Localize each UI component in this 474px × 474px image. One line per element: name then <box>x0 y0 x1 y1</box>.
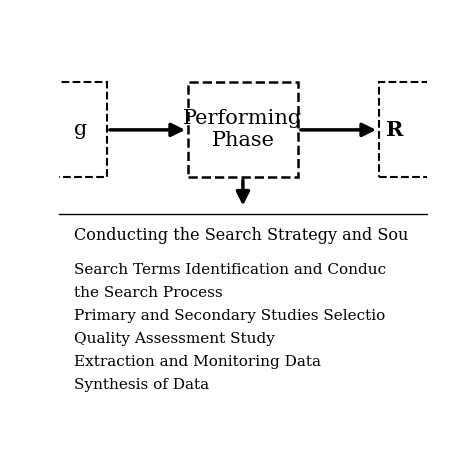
FancyBboxPatch shape <box>41 82 107 177</box>
FancyBboxPatch shape <box>379 82 445 177</box>
Text: Quality Assessment Study: Quality Assessment Study <box>74 332 275 346</box>
Text: Primary and Secondary Studies Selectio: Primary and Secondary Studies Selectio <box>74 309 385 323</box>
Text: Conducting the Search Strategy and Sou: Conducting the Search Strategy and Sou <box>74 227 408 244</box>
Text: Synthesis of Data: Synthesis of Data <box>74 378 209 392</box>
Text: R: R <box>386 120 403 140</box>
Text: Search Terms Identification and Conduc: Search Terms Identification and Conduc <box>74 263 386 277</box>
Text: Extraction and Monitoring Data: Extraction and Monitoring Data <box>74 355 321 369</box>
Text: Performing
Phase: Performing Phase <box>183 109 302 150</box>
FancyBboxPatch shape <box>188 82 298 177</box>
Text: g: g <box>74 120 87 139</box>
Text: the Search Process: the Search Process <box>74 286 223 300</box>
